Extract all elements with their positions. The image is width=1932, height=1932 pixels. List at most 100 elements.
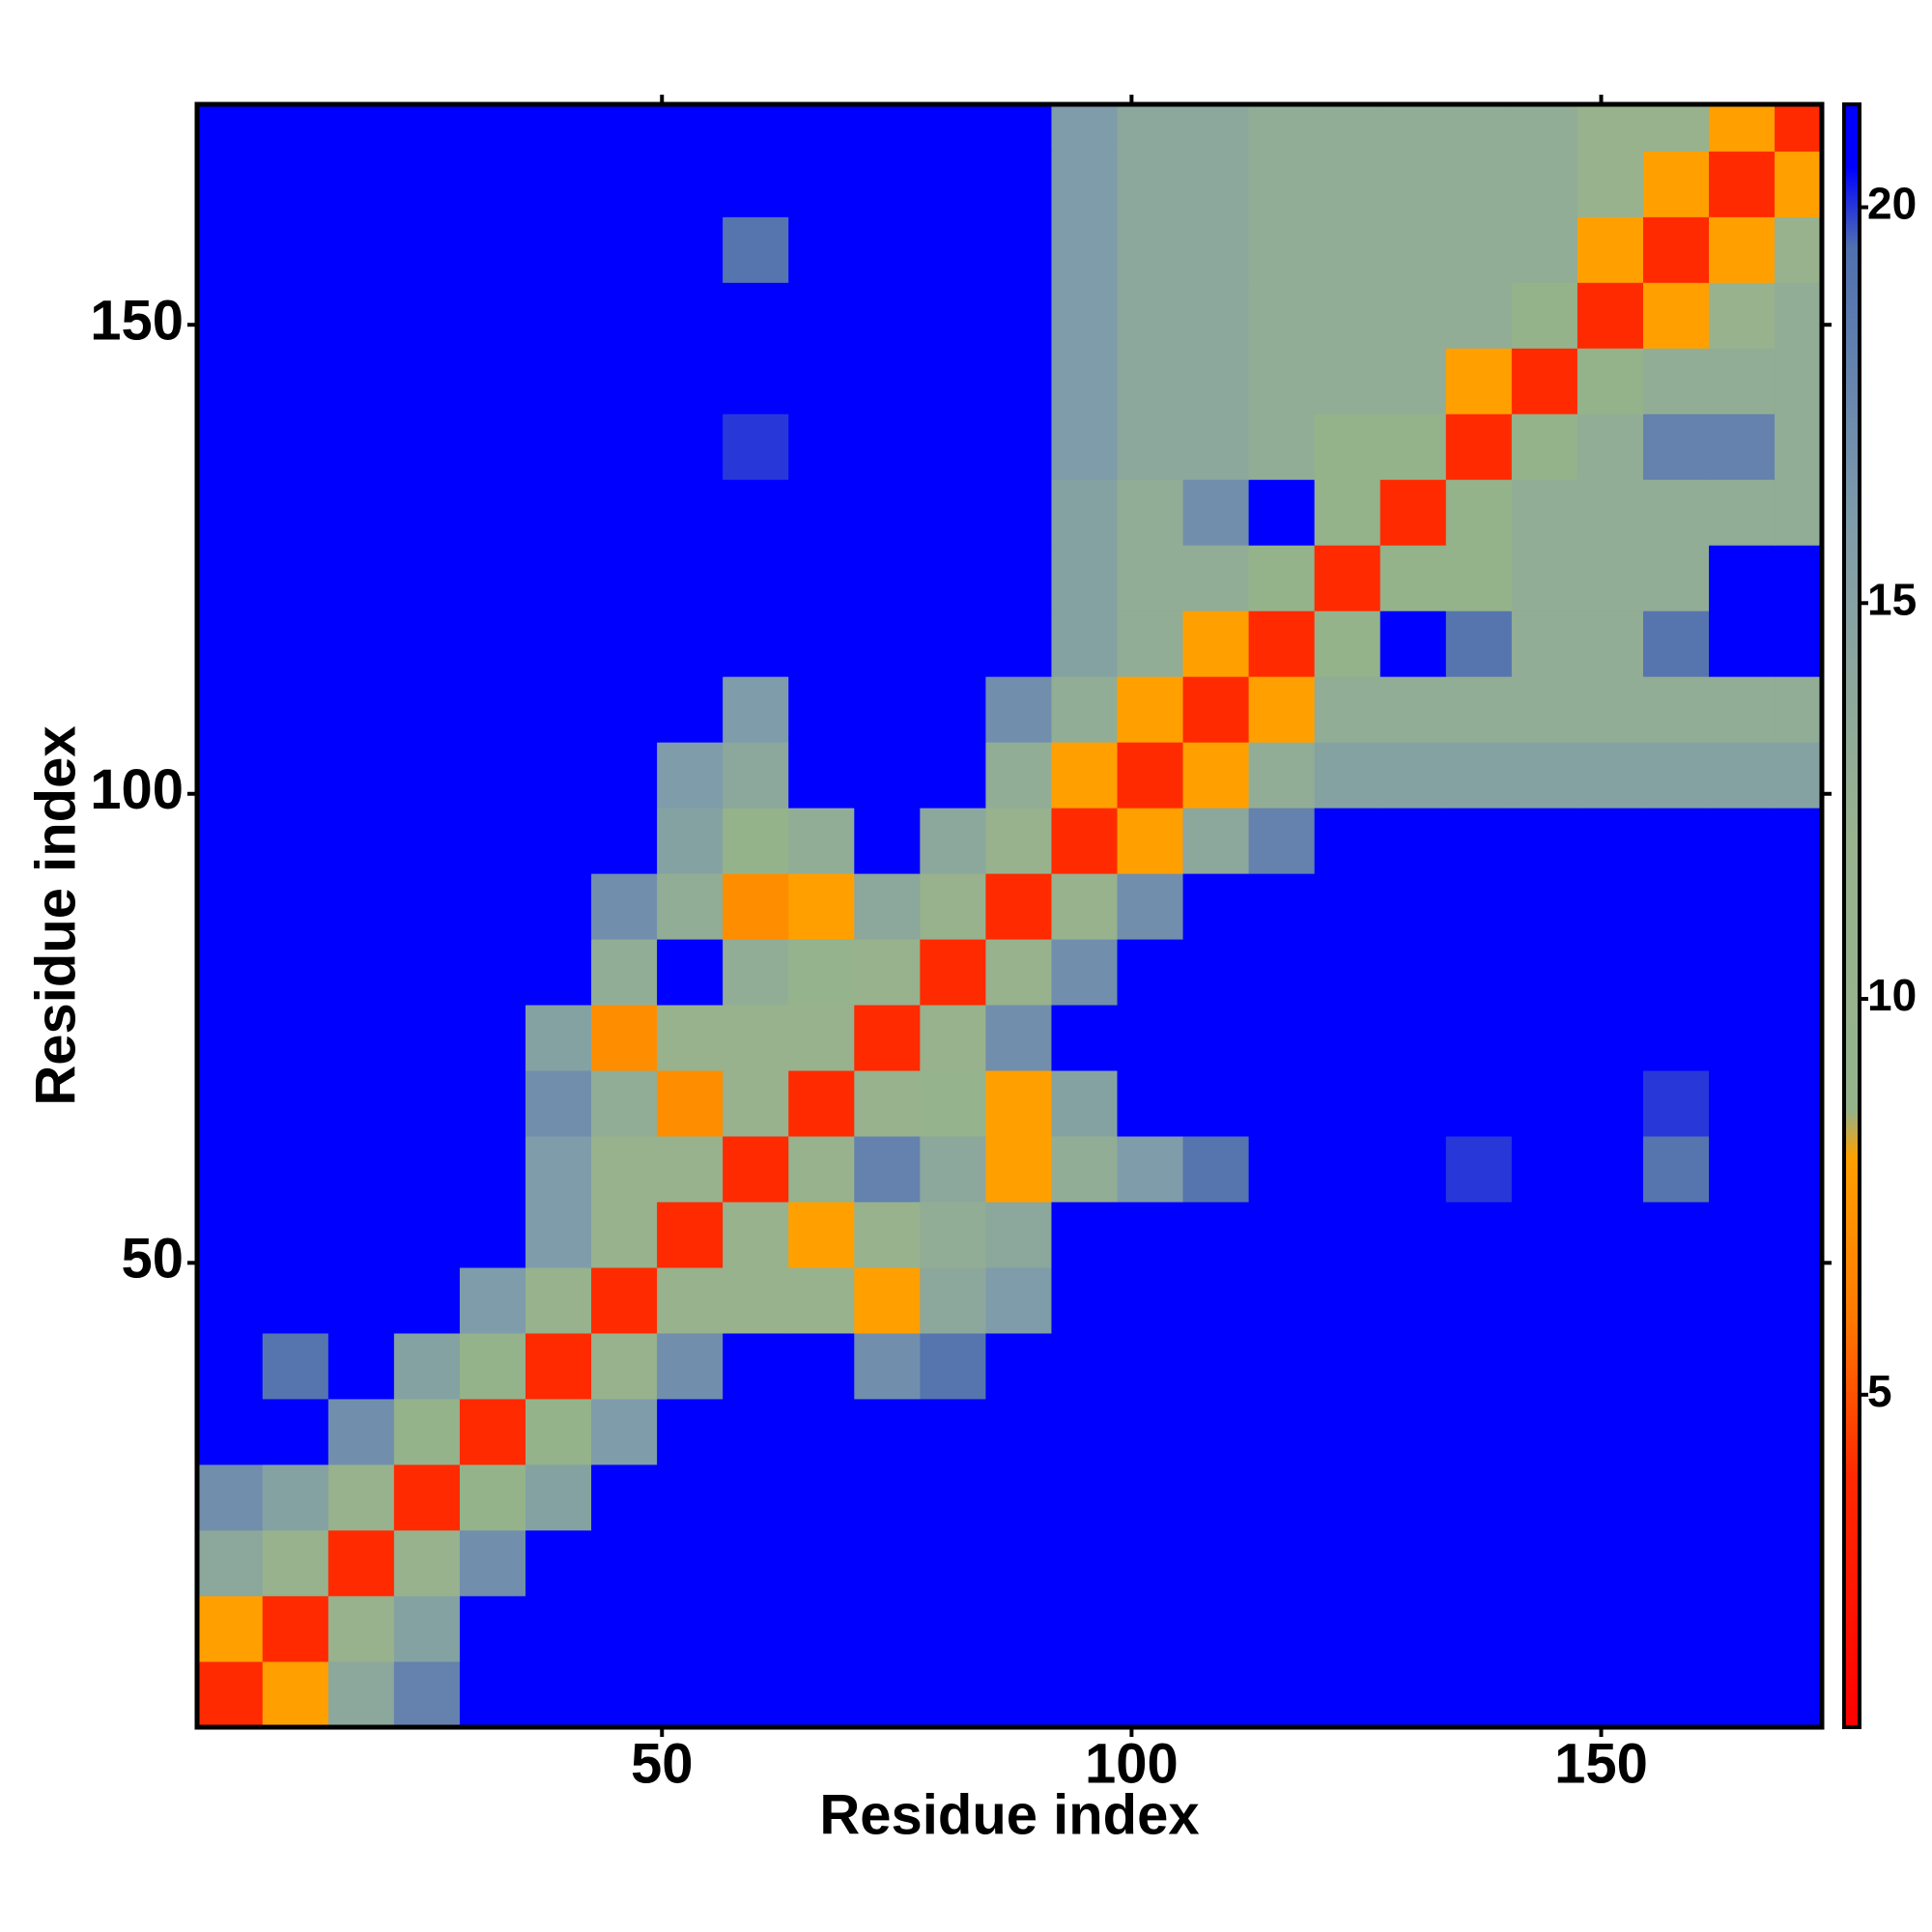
- heatmap-cell: [591, 873, 658, 940]
- heatmap-cell: [459, 1069, 526, 1137]
- heatmap-cell: [723, 1069, 789, 1137]
- heatmap-cell: [854, 103, 921, 152]
- heatmap-cell: [1248, 1595, 1316, 1662]
- colorbar: [1842, 102, 1861, 1729]
- heatmap-cell: [1314, 1529, 1381, 1597]
- heatmap-cell: [723, 216, 789, 283]
- heatmap-cell: [393, 1135, 461, 1203]
- heatmap-cell: [1182, 1266, 1250, 1334]
- heatmap-cell: [591, 1004, 658, 1071]
- heatmap-cell: [1709, 1201, 1776, 1268]
- heatmap-cell: [1248, 216, 1316, 283]
- heatmap-cell: [196, 216, 264, 283]
- heatmap-cell: [1248, 873, 1316, 940]
- heatmap-cell: [1248, 1201, 1316, 1268]
- heatmap-cell: [1511, 1266, 1578, 1334]
- heatmap-cell: [1577, 151, 1644, 217]
- heatmap-cell: [1314, 348, 1381, 414]
- heatmap-cell: [723, 1595, 789, 1662]
- heatmap-cell: [1642, 1529, 1710, 1597]
- heatmap-cell: [1511, 103, 1578, 152]
- heatmap-cell: [525, 1201, 592, 1268]
- heatmap-cell: [1642, 1201, 1710, 1268]
- heatmap-cell: [393, 479, 461, 546]
- heatmap-cell: [591, 1529, 658, 1597]
- heatmap-cell: [854, 676, 921, 743]
- heatmap-cell: [525, 676, 592, 743]
- heatmap-cell: [1642, 479, 1710, 546]
- heatmap-cell: [459, 1595, 526, 1662]
- heatmap-cell: [262, 282, 329, 349]
- heatmap-cell: [459, 1463, 526, 1531]
- heatmap-cell: [1051, 348, 1119, 414]
- heatmap-cell: [1248, 1266, 1316, 1334]
- heatmap-cell: [1577, 1069, 1644, 1137]
- heatmap-cell: [1314, 103, 1381, 152]
- heatmap-cell: [393, 151, 461, 217]
- heatmap-cell: [1775, 103, 1823, 152]
- heatmap-cell: [327, 611, 395, 677]
- heatmap-cell: [525, 545, 592, 611]
- heatmap-cell: [1117, 348, 1184, 414]
- heatmap-cell: [1577, 873, 1644, 940]
- heatmap-cell: [1117, 1595, 1184, 1662]
- heatmap-cell: [985, 545, 1053, 611]
- heatmap-cell: [1709, 348, 1776, 414]
- heatmap-cell: [196, 479, 264, 546]
- heatmap-cell: [459, 103, 526, 152]
- heatmap-cell: [920, 1595, 986, 1662]
- heatmap-cell: [1511, 151, 1578, 217]
- heatmap-cell: [985, 282, 1053, 349]
- heatmap-cell: [262, 1266, 329, 1334]
- heatmap-cell: [723, 676, 789, 743]
- heatmap-cell: [1051, 676, 1119, 743]
- heatmap-cell: [985, 742, 1053, 809]
- heatmap-cell: [1248, 1135, 1316, 1203]
- heatmap-cell: [1642, 1069, 1710, 1137]
- heatmap-cell: [985, 1201, 1053, 1268]
- heatmap-cell: [657, 938, 724, 1006]
- heatmap-cell: [1577, 808, 1644, 874]
- heatmap-cell: [1379, 873, 1447, 940]
- heatmap-cell: [1709, 282, 1776, 349]
- heatmap-cell: [1379, 1004, 1447, 1071]
- heatmap-cell: [985, 808, 1053, 874]
- heatmap-cell: [657, 479, 724, 546]
- heatmap-cell: [262, 348, 329, 414]
- heatmap-cell: [262, 1332, 329, 1400]
- heatmap-cell: [591, 808, 658, 874]
- heatmap-cell: [985, 1398, 1053, 1465]
- heatmap-cell: [525, 1595, 592, 1662]
- heatmap-cell: [723, 282, 789, 349]
- heatmap-cell: [920, 1332, 986, 1400]
- heatmap-cell: [657, 676, 724, 743]
- heatmap-cell: [196, 1004, 264, 1071]
- heatmap-cell: [1577, 742, 1644, 809]
- heatmap-cell: [1314, 1135, 1381, 1203]
- heatmap-cell: [1775, 1004, 1823, 1071]
- heatmap-cell: [196, 1201, 264, 1268]
- heatmap-cell: [788, 1201, 855, 1268]
- heatmap-cell: [1642, 1398, 1710, 1465]
- heatmap-cell: [1577, 1201, 1644, 1268]
- heatmap-cell: [591, 611, 658, 677]
- heatmap-cell: [1709, 151, 1776, 217]
- heatmap-cell: [657, 1332, 724, 1400]
- heatmap-cell: [327, 676, 395, 743]
- heatmap-cell: [920, 1201, 986, 1268]
- heatmap-cell: [459, 282, 526, 349]
- heatmap-cell: [591, 1201, 658, 1268]
- heatmap-cell: [1182, 742, 1250, 809]
- heatmap-cell: [525, 1463, 592, 1531]
- heatmap-cell: [1051, 1201, 1119, 1268]
- heatmap-cell: [1182, 1463, 1250, 1531]
- heatmap-cell: [327, 1004, 395, 1071]
- heatmap-cell: [327, 1332, 395, 1400]
- heatmap-cell: [1051, 545, 1119, 611]
- heatmap-cell: [1117, 1069, 1184, 1137]
- heatmap-cell: [393, 938, 461, 1006]
- heatmap-cell: [525, 216, 592, 283]
- heatmap-cell: [1511, 1069, 1578, 1137]
- heatmap-cell: [525, 1398, 592, 1465]
- heatmap-cell: [1248, 413, 1316, 480]
